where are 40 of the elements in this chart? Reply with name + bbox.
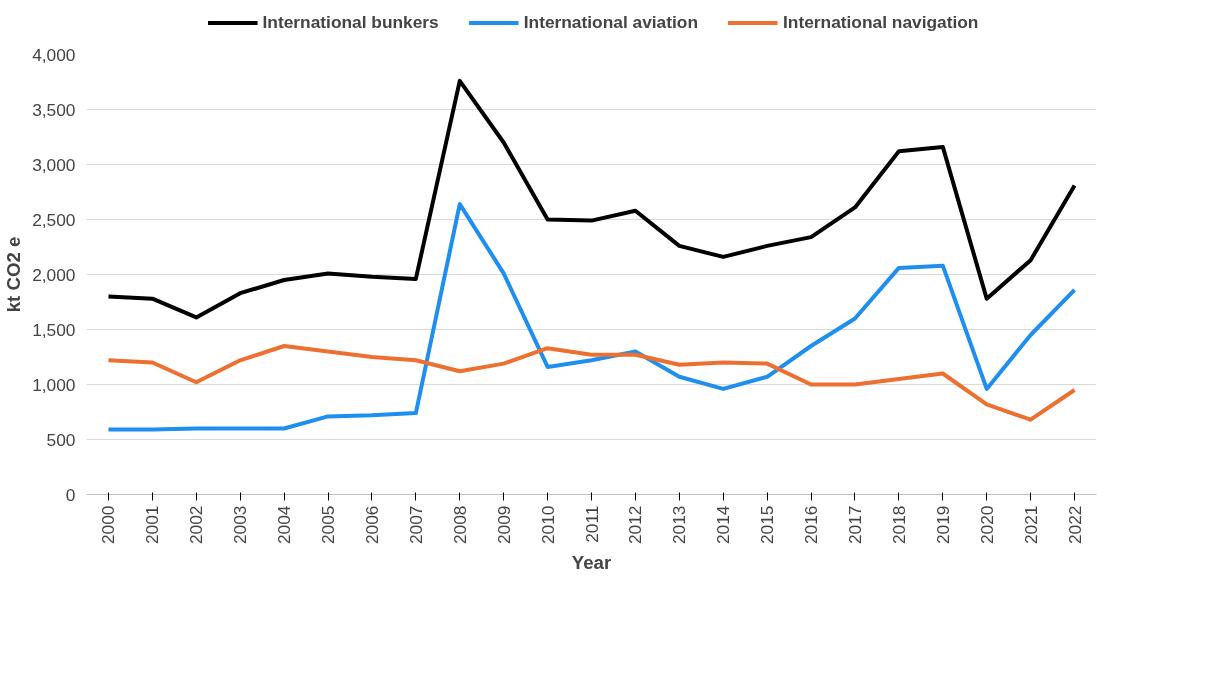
x-tick-label: 2013	[669, 505, 690, 545]
x-tick-label: 2012	[625, 505, 646, 545]
legend-label: International aviation	[523, 11, 699, 33]
x-axis-title: Year	[571, 552, 612, 574]
line-series	[106, 344, 1077, 422]
x-tick-label: 2014	[713, 505, 734, 545]
legend-label: International bunkers	[262, 11, 439, 33]
y-tick-label: 1,000	[32, 374, 76, 395]
x-tick-label: 2007	[405, 505, 426, 545]
x-tick-label: 2022	[1064, 505, 1085, 545]
y-tick-label: 3,500	[32, 99, 76, 120]
y-tick-label: 2,000	[32, 264, 76, 285]
y-tick-label: 1,500	[32, 319, 76, 340]
x-tick-label: 2005	[318, 505, 339, 545]
x-tick-label: 2004	[274, 505, 295, 545]
x-tick-label: 2006	[361, 505, 382, 545]
y-tick-label: 0	[65, 484, 76, 505]
x-tick-label: 2009	[493, 505, 514, 545]
x-tick-label: 2018	[888, 505, 909, 545]
legend-label: International navigation	[783, 11, 979, 33]
x-tick-label: 2021	[1020, 505, 1041, 545]
x-tick-label: 2020	[976, 505, 997, 545]
x-tick-label: 2001	[142, 505, 163, 545]
y-tick-label: 4,000	[32, 44, 76, 65]
line-series	[106, 78, 1077, 320]
x-tick-label: 2008	[449, 505, 470, 545]
y-tick-label: 2,500	[32, 209, 76, 230]
x-tick-label: 2015	[757, 505, 778, 545]
x-tick-label: 2010	[537, 505, 558, 545]
line-series	[106, 202, 1077, 432]
x-tick-label: 2011	[581, 505, 602, 543]
x-tick-label: 2019	[932, 505, 953, 545]
y-tick-label: 3,000	[32, 154, 76, 175]
x-tick-label: 2002	[186, 505, 207, 545]
x-tick-label: 2003	[230, 505, 251, 545]
x-tick-label: 2017	[844, 505, 865, 545]
y-tick-label: 500	[46, 429, 76, 450]
x-tick-label: 2016	[801, 505, 822, 545]
y-axis-title: kt CO2 e	[3, 236, 25, 313]
x-tick-label: 2000	[98, 505, 119, 545]
